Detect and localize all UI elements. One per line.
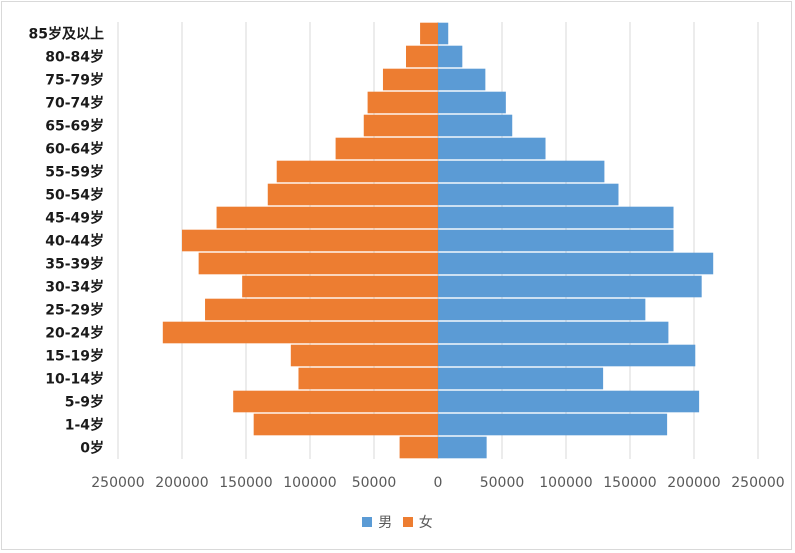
bar-male	[438, 160, 605, 183]
bar-male	[438, 45, 463, 68]
bar-male	[438, 436, 487, 459]
x-tick-label: 100000	[283, 475, 336, 491]
bar-male	[438, 298, 646, 321]
x-tick-label: 100000	[539, 475, 592, 491]
bar-male	[438, 367, 604, 390]
bar-male	[438, 321, 669, 344]
bar-female	[367, 91, 438, 114]
legend-item-female: 女	[402, 512, 433, 532]
bar-female	[253, 413, 438, 436]
category-label: 20-24岁	[45, 325, 104, 342]
bar-female	[198, 252, 438, 275]
category-label: 55-59岁	[45, 164, 104, 181]
bar-female	[276, 160, 438, 183]
x-tick-label: 150000	[219, 475, 272, 491]
category-label: 1-4岁	[65, 417, 104, 434]
legend-item-male: 男	[362, 512, 392, 532]
category-label: 35-39岁	[45, 256, 104, 273]
category-label: 15-19岁	[45, 348, 104, 365]
bar-female	[420, 22, 438, 45]
bar-female	[162, 321, 439, 344]
x-tick-label: 50000	[480, 475, 525, 491]
x-tick-label: 0	[434, 475, 443, 491]
x-tick-label: 250000	[91, 475, 144, 491]
bar-male	[438, 275, 702, 298]
legend-label-male: 男	[378, 515, 393, 531]
category-label: 10-14岁	[45, 371, 104, 388]
bar-male	[438, 183, 619, 206]
category-label: 40-44岁	[45, 233, 104, 250]
category-label: 25-29岁	[45, 302, 104, 319]
bar-male	[438, 390, 700, 413]
legend: 男 女	[0, 512, 795, 532]
bar-female	[363, 114, 438, 137]
category-label: 75-79岁	[45, 72, 104, 89]
bars	[162, 22, 714, 459]
bar-female	[399, 436, 438, 459]
category-label: 60-64岁	[45, 141, 104, 158]
bar-male	[438, 91, 506, 114]
bar-female	[233, 390, 438, 413]
category-label: 30-34岁	[45, 279, 104, 296]
bar-female	[382, 68, 438, 91]
bar-male	[438, 413, 668, 436]
category-labels: 0岁 1-4岁 5-9岁 10-14岁 15-19岁 20-24岁 25-29岁 30-34岁…	[29, 26, 104, 457]
bar-female	[267, 183, 438, 206]
legend-swatch-female	[402, 517, 413, 527]
bar-female	[406, 45, 438, 68]
bar-male	[438, 206, 674, 229]
bar-female	[335, 137, 438, 160]
x-tick-label: 200000	[155, 475, 208, 491]
bar-female	[298, 367, 438, 390]
x-tick-label: 50000	[352, 475, 397, 491]
category-label: 70-74岁	[45, 95, 104, 112]
category-label: 65-69岁	[45, 118, 104, 135]
category-label: 50-54岁	[45, 187, 104, 204]
bar-female	[290, 344, 438, 367]
bar-male	[438, 22, 449, 45]
bar-female	[205, 298, 438, 321]
bar-female	[216, 206, 438, 229]
x-tick-label: 150000	[603, 475, 656, 491]
category-label: 85岁及以上	[29, 26, 104, 43]
category-label: 5-9岁	[65, 394, 104, 411]
bar-female	[182, 229, 438, 252]
bar-female	[242, 275, 438, 298]
x-tick-labels: 250000 200000 150000 100000 50000 0 50000 10000…	[91, 475, 784, 491]
x-tick-label: 200000	[667, 475, 720, 491]
category-label: 0岁	[80, 440, 104, 457]
bar-male	[438, 229, 674, 252]
bar-male	[438, 137, 546, 160]
bar-male	[438, 68, 486, 91]
bar-male	[438, 344, 696, 367]
bar-male	[438, 252, 714, 275]
x-tick-label: 250000	[731, 475, 784, 491]
legend-swatch-male	[362, 517, 373, 527]
category-label: 80-84岁	[45, 49, 104, 66]
legend-label-female: 女	[418, 515, 433, 531]
category-label: 45-49岁	[45, 210, 104, 227]
bar-male	[438, 114, 513, 137]
